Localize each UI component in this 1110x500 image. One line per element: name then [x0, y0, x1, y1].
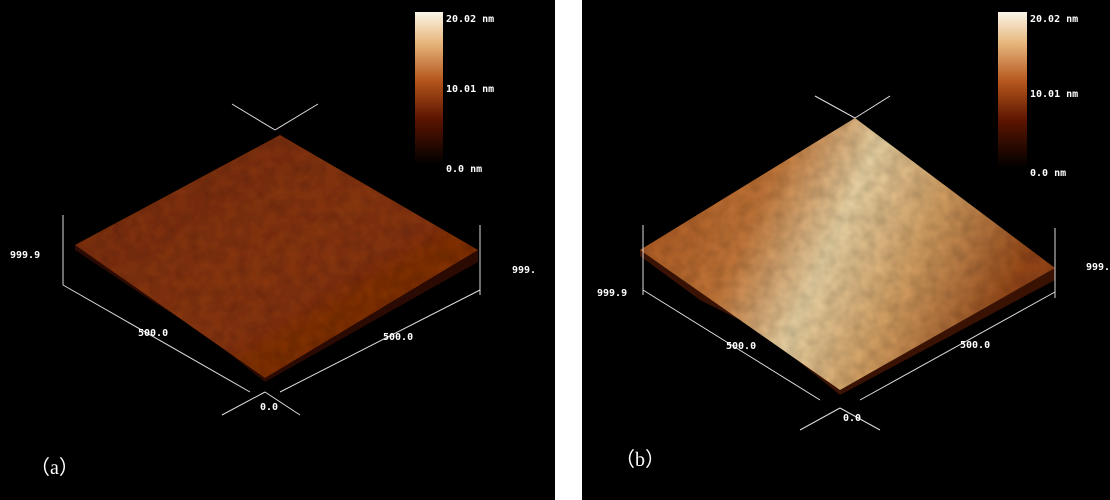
- axes: [642, 95, 1056, 431]
- axis-label: 999.9: [10, 250, 40, 261]
- axis-label: 500.0: [383, 332, 413, 343]
- axis-label: 999.9: [597, 288, 627, 299]
- colorbar-mid: 10.01 nm: [446, 84, 494, 95]
- axis-label: 500.0: [138, 328, 168, 339]
- colorbar-min: 0.0 nm: [446, 164, 482, 175]
- axis-label: 500.0: [726, 341, 756, 352]
- colorbar: [998, 12, 1027, 168]
- axis-label: 999.: [1086, 262, 1110, 273]
- surface-side: [640, 250, 1055, 395]
- panel-label: （b）: [615, 448, 665, 471]
- axis-label: 0.0: [260, 402, 278, 413]
- surface: [75, 135, 478, 378]
- axis-label: 500.0: [960, 340, 990, 351]
- panel-a: 20.02 nm 10.01 nm 0.0 nm 999.9 999. 500.…: [0, 0, 555, 500]
- colorbar: [415, 12, 443, 165]
- colorbar-max: 20.02 nm: [446, 14, 494, 25]
- colorbar-max: 20.02 nm: [1030, 14, 1078, 25]
- panel-label: （a）: [30, 456, 79, 479]
- surface: [640, 118, 1055, 390]
- axis-label: 0.0: [843, 413, 861, 424]
- axes: [62, 103, 481, 416]
- axis-label: 999.: [512, 265, 536, 276]
- panel-b: 20.02 nm 10.01 nm 0.0 nm 999.9 999. 500.…: [582, 0, 1110, 500]
- colorbar-mid: 10.01 nm: [1030, 89, 1078, 100]
- colorbar-min: 0.0 nm: [1030, 168, 1066, 179]
